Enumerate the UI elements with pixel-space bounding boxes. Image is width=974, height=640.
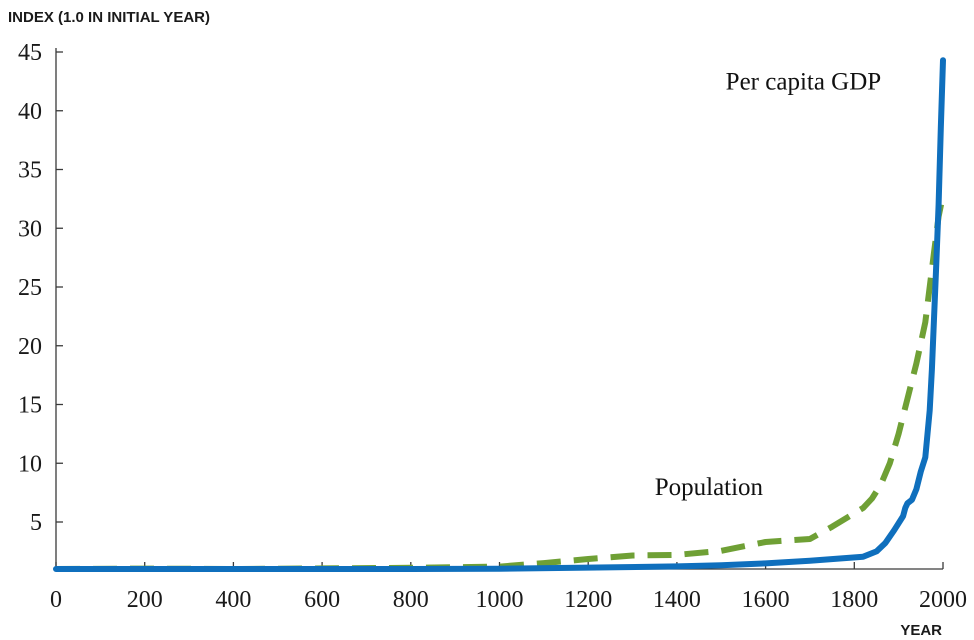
x-axis-title: YEAR — [900, 622, 942, 639]
x-tick-label: 1200 — [564, 587, 612, 613]
y-tick-label: 10 — [18, 451, 42, 477]
y-tick-label: 35 — [18, 158, 42, 184]
y-tick-label: 20 — [18, 334, 42, 360]
annotation-population: Population — [655, 474, 764, 501]
y-axis: 5 10 15 20 25 30 35 40 45 — [18, 40, 63, 569]
x-tick-label: 400 — [215, 587, 251, 613]
series-layer — [53, 57, 946, 572]
y-tick-label: 45 — [18, 40, 42, 66]
x-tick-label: 1800 — [830, 587, 878, 613]
series-line-population — [55, 194, 946, 572]
x-tick-label: 1600 — [742, 587, 790, 613]
y-tick-label: 15 — [18, 393, 42, 419]
x-tick-label: 800 — [393, 587, 429, 613]
x-tick-label: 600 — [304, 587, 340, 613]
y-axis-title: INDEX (1.0 IN INITIAL YEAR) — [8, 9, 210, 26]
y-tick-label: 30 — [18, 216, 42, 242]
annotation-layer: Per capita GDP Population — [655, 69, 881, 501]
x-tick-label: 1000 — [476, 587, 524, 613]
x-tick-label: 200 — [127, 587, 163, 613]
annotation-per-capita-gdp: Per capita GDP — [726, 69, 882, 96]
x-tick-label: 0 — [50, 587, 62, 613]
plot-area: 5 10 15 20 25 30 35 40 45 0 200 400 600 800 1000 1200 1… — [18, 40, 967, 613]
series-line-per-capita-gdp — [53, 57, 946, 572]
x-tick-label: 2000 — [919, 587, 967, 613]
y-tick-label: 25 — [18, 275, 42, 301]
y-tick-label: 5 — [30, 510, 42, 536]
x-tick-label: 1400 — [653, 587, 701, 613]
y-tick-label: 40 — [18, 99, 42, 125]
